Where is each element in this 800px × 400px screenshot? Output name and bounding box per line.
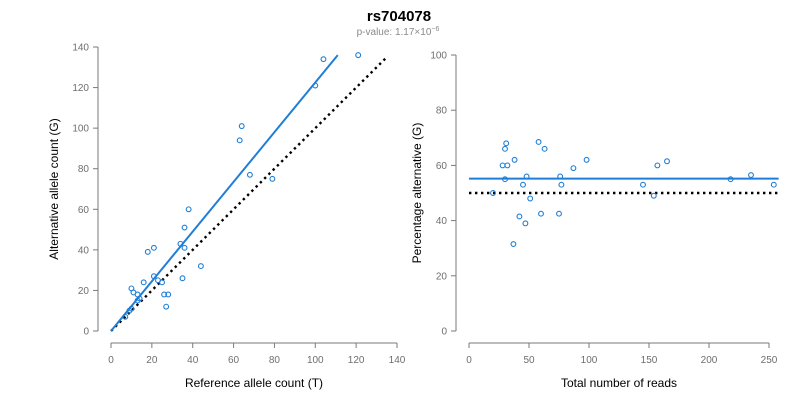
right-x-tick-label: 250	[761, 355, 778, 366]
left-data-point	[246, 171, 253, 178]
left-scatter-plot: 0 20 40 60 80 100 120 140 0 20 40 60 80 100 120 140 Refe…	[47, 43, 406, 391]
left-x-tick-label: 100	[307, 355, 324, 366]
left-data-point	[238, 123, 245, 130]
left-data-point	[181, 244, 188, 251]
right-data-point	[502, 176, 508, 183]
left-y-tick-label: 100	[72, 124, 89, 135]
left-data-point	[163, 303, 170, 310]
left-data-point	[269, 175, 276, 182]
left-y-tick-label: 120	[72, 83, 89, 94]
right-y-tick-label: 60	[436, 161, 448, 172]
right-data-point	[541, 145, 548, 152]
right-x-tick-label: 100	[581, 355, 598, 366]
right-data-point	[748, 172, 754, 179]
left-data-point	[177, 240, 184, 247]
right-data-point	[583, 156, 590, 163]
left-data-point	[185, 206, 192, 213]
right-data-point	[499, 162, 506, 169]
right-data-point	[664, 158, 670, 165]
left-y-tick-label: 20	[78, 286, 90, 297]
right-data-point	[520, 181, 526, 188]
right-data-point	[727, 176, 734, 183]
left-data-point	[150, 273, 157, 280]
right-data-point	[516, 213, 523, 220]
right-data-point	[538, 210, 544, 217]
left-data-point	[197, 263, 204, 270]
chart-subtitle: p-value: 1.17×10−6	[357, 26, 440, 38]
subtitle-pvalue-base: p-value: 1.17×10	[357, 27, 432, 38]
right-data-point	[557, 173, 564, 180]
left-data-point	[312, 82, 319, 89]
right-data-point	[522, 220, 529, 227]
left-data-point	[165, 291, 172, 298]
left-x-tick-label: 120	[348, 355, 365, 366]
right-data-point	[510, 241, 517, 248]
right-x-tick-label: 150	[641, 355, 658, 366]
right-x-tick-label: 200	[701, 355, 718, 366]
right-data-point	[503, 140, 510, 147]
right-data-point	[558, 181, 565, 188]
right-data-point	[490, 190, 496, 196]
left-data-point	[136, 295, 143, 302]
right-y-tick-label: 80	[436, 106, 448, 117]
right-x-tick-label: 0	[466, 355, 472, 366]
right-data-point	[570, 165, 577, 172]
left-data-point	[144, 248, 151, 255]
left-data-point	[161, 291, 168, 298]
left-data-point	[179, 275, 186, 282]
right-data-point	[527, 195, 534, 202]
left-data-point	[128, 305, 135, 312]
right-data-point	[504, 162, 511, 169]
right-y-tick-label: 0	[441, 327, 447, 338]
left-y-tick-label: 60	[78, 205, 90, 216]
left-x-tick-label: 20	[146, 355, 158, 366]
left-x-tick-label: 0	[108, 355, 114, 366]
left-data-point	[320, 56, 327, 63]
left-data-point	[159, 279, 166, 286]
left-x-tick-label: 40	[187, 355, 199, 366]
left-data-point	[122, 313, 129, 320]
right-data-point	[523, 173, 530, 180]
chart-title: rs704078	[367, 8, 431, 25]
left-reference-line	[110, 56, 388, 332]
right-y-tick-label: 100	[430, 51, 447, 62]
right-data-point	[650, 192, 657, 199]
left-y-tick-label: 140	[72, 43, 89, 54]
right-data-point	[770, 181, 777, 188]
right-x-tick-label: 50	[523, 355, 535, 366]
left-y-tick-label: 80	[78, 164, 90, 175]
right-scatter-plot: 0 50 100 150 200 250 0 20 40 60 80 100 Total number …	[410, 51, 779, 390]
subtitle-pvalue-exponent: −6	[431, 26, 439, 33]
left-y-tick-label: 0	[83, 327, 89, 338]
right-data-point	[511, 156, 518, 163]
left-x-tick-label: 80	[269, 355, 281, 366]
right-data-point	[535, 138, 542, 145]
left-data-point	[355, 52, 362, 59]
right-y-tick-label: 40	[436, 216, 448, 227]
right-data-point	[654, 162, 661, 169]
left-data-point	[236, 137, 243, 144]
right-x-axis-label: Total number of reads	[561, 376, 677, 390]
right-data-point	[556, 210, 562, 217]
left-x-axis-label: Reference allele count (T)	[185, 376, 323, 390]
left-x-tick-label: 60	[228, 355, 240, 366]
left-x-tick-label: 140	[389, 355, 406, 366]
left-data-point	[140, 279, 147, 286]
left-fit-line	[110, 54, 339, 332]
right-y-tick-label: 20	[436, 271, 448, 282]
left-data-point	[150, 244, 157, 251]
right-data-point	[640, 181, 646, 188]
right-y-axis-label: Percentage alternative (G)	[410, 123, 424, 264]
right-data-point	[502, 145, 508, 152]
left-y-axis-label: Alternative allele count (G)	[47, 118, 61, 259]
left-y-tick-label: 40	[78, 245, 90, 256]
left-data-point	[181, 224, 188, 231]
